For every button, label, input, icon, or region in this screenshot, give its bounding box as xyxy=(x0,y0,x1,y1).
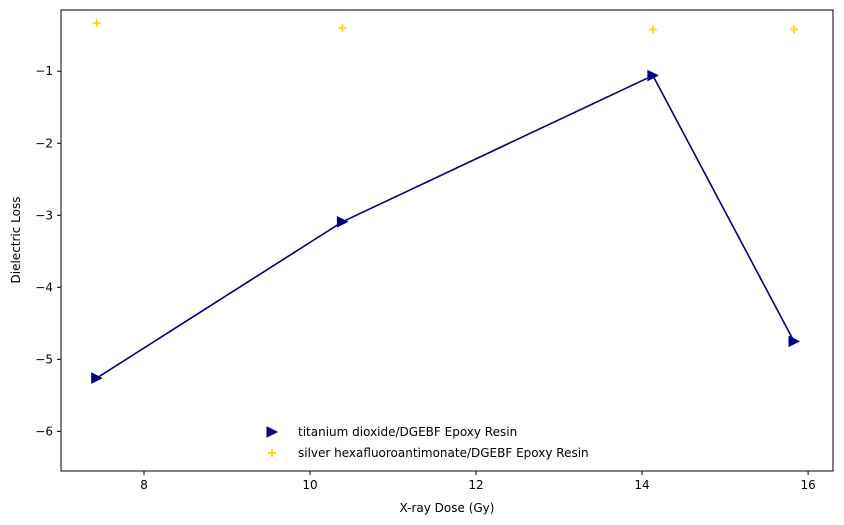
y-tick-label: −4 xyxy=(35,280,53,294)
x-tick-label: 8 xyxy=(140,478,148,492)
y-axis-ticks: −6 −5 −4 −3 −2 −1 xyxy=(35,64,61,438)
data-point xyxy=(788,335,801,348)
y-tick-label: −2 xyxy=(35,136,53,150)
x-axis-ticks: 8 10 12 14 16 xyxy=(140,471,816,492)
data-point xyxy=(92,18,101,27)
series-line xyxy=(96,74,795,379)
y-axis-label: Dielectric Loss xyxy=(9,197,23,284)
series-0 xyxy=(91,69,801,384)
series-layer xyxy=(91,18,801,384)
x-tick-label: 14 xyxy=(634,478,649,492)
series-1 xyxy=(92,18,798,34)
plot-area-frame xyxy=(60,9,834,472)
data-point xyxy=(647,69,659,82)
data-point xyxy=(789,25,798,34)
y-tick-label: −6 xyxy=(35,424,53,438)
data-point xyxy=(338,24,347,33)
x-tick-label: 12 xyxy=(468,478,483,492)
legend-marker xyxy=(268,449,276,457)
y-tick-label: −5 xyxy=(35,352,53,366)
x-axis-label: X-ray Dose (Gy) xyxy=(400,501,495,515)
y-tick-label: −1 xyxy=(35,64,53,78)
legend: titanium dioxide/DGEBF Epoxy Resin silver… xyxy=(266,425,589,460)
x-tick-label: 10 xyxy=(302,478,317,492)
x-tick-label: 16 xyxy=(800,478,815,492)
legend-marker xyxy=(266,426,279,438)
legend-label: silver hexafluoroantimonate/DGEBF Epoxy … xyxy=(298,446,589,460)
data-point xyxy=(336,215,349,228)
data-point xyxy=(648,25,657,34)
legend-label: titanium dioxide/DGEBF Epoxy Resin xyxy=(298,425,517,439)
legend-item: titanium dioxide/DGEBF Epoxy Resin xyxy=(266,425,517,439)
data-point xyxy=(91,372,103,384)
y-tick-label: −3 xyxy=(35,208,53,222)
legend-item: silver hexafluoroantimonate/DGEBF Epoxy … xyxy=(268,446,589,460)
